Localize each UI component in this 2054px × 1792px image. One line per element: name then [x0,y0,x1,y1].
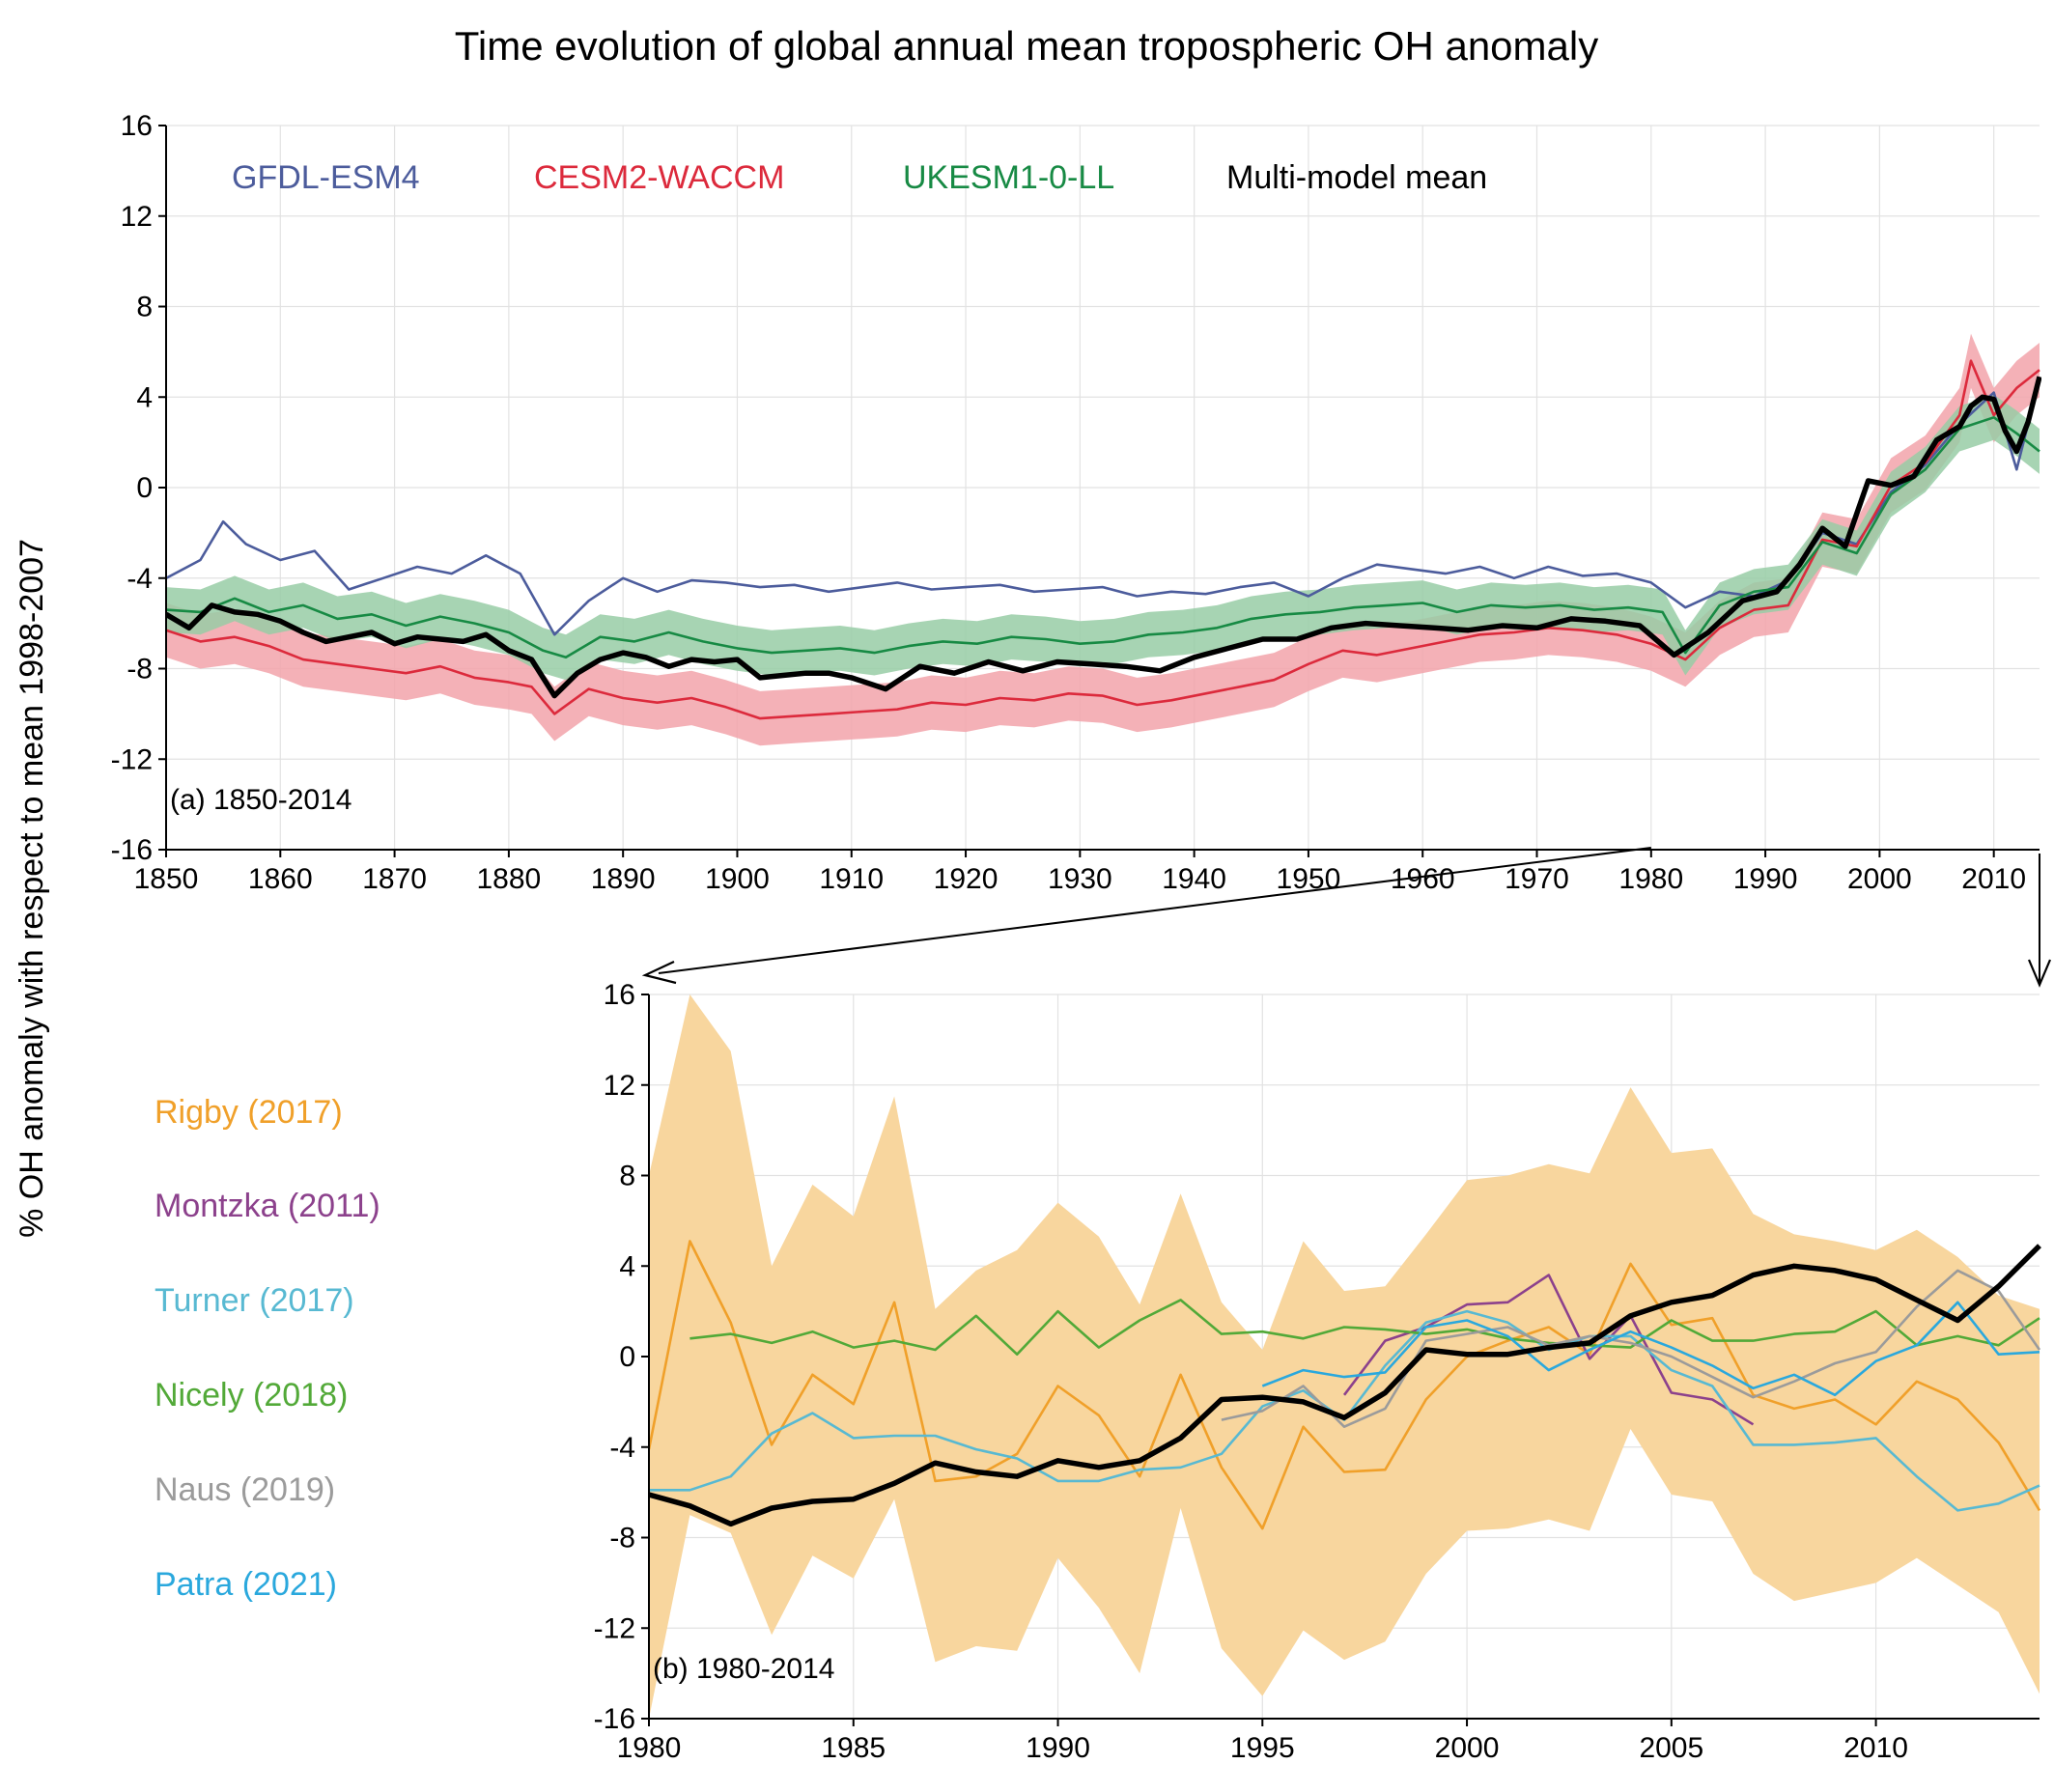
panel-a: -16 -12 -8 -4 0 4 8 12 16 1850 1860 1870 1880 1890 190… [111,110,2041,895]
x-tick-label: 1870 [362,863,427,895]
x-tick-label: 1990 [1026,1732,1090,1764]
y-tick-label: 8 [136,292,153,323]
y-tick-label: 12 [121,201,153,233]
legend-entry-nicely-2018: Nicely (2018) [155,1377,348,1414]
y-tick-label: -16 [111,834,153,866]
chart-title: Time evolution of global annual mean tro… [455,23,1598,69]
legend-entry-patra-2021: Patra (2021) [155,1566,337,1603]
y-tick-label: -4 [609,1432,635,1464]
y-tick-label: -16 [594,1703,635,1735]
panel-label: (a) 1850-2014 [170,784,352,816]
series-line-nicely-2018 [689,1299,2040,1356]
legend-entry-cesm2-waccm: CESM2-WACCM [534,159,784,196]
series-line-ukesm1-0-ll [166,416,2040,659]
uncertainty-band-cesm2-waccm [166,333,2040,746]
legend-entry-naus-2019: Naus (2019) [155,1471,335,1508]
arrowhead-right [2027,959,2052,988]
series-line-naus-2019 [1221,1269,2041,1428]
x-tick-label: 2000 [1435,1732,1500,1764]
y-tick-label: -12 [594,1612,635,1644]
y-tick-label: 4 [619,1250,635,1282]
x-tick-label: 2005 [1639,1732,1703,1764]
x-tick-label: 1850 [134,863,199,895]
panel-label: (b) 1980-2014 [653,1653,834,1685]
series-line-patra-2021 [1261,1301,2040,1397]
y-tick-label: 16 [604,979,635,1011]
x-tick-label: 1995 [1230,1732,1295,1764]
uncertainty-band-rigby-2017 [649,994,2040,1719]
legend-entry-ukesm1-0-ll: UKESM1-0-LL [903,159,1114,196]
y-tick-label: -4 [127,563,153,595]
plot-area [166,333,2041,746]
x-tick-label: 1890 [591,863,656,895]
x-tick-label: 1985 [821,1732,886,1764]
zoom-connector-left [658,847,1651,974]
y-tick-label: 12 [604,1070,635,1102]
legend-entry-turner-2017: Turner (2017) [155,1282,354,1319]
legend-entry-multi-model-mean: Multi-model mean [1226,159,1487,196]
x-tick-label: 2010 [1961,863,2026,895]
x-tick-label: 1930 [1048,863,1112,895]
x-tick-label: 1920 [934,863,999,895]
x-tick-label: 1900 [705,863,770,895]
x-tick-label: 1980 [617,1732,682,1764]
y-axis-label: % OH anomaly with respect to mean 1998-2… [14,539,50,1238]
x-tick-label: 1990 [1733,863,1798,895]
panel-b: -16 -12 -8 -4 0 4 8 12 16 1980 1985 1990 1995 2000 200… [155,979,2041,1764]
legend-entry-rigby-2017: Rigby (2017) [155,1094,343,1131]
y-tick-label: 8 [619,1161,635,1192]
x-tick-label: 1940 [1162,863,1226,895]
legend-entry-montzka-2011: Montzka (2011) [155,1188,380,1224]
y-tick-label: -8 [127,654,153,686]
y-tick-label: -8 [609,1523,635,1554]
x-tick-label: 1860 [248,863,313,895]
y-tick-label: 0 [136,472,153,504]
uncertainty-band-ukesm1-0-ll [166,394,2040,681]
zoom-arrows [641,847,2052,988]
y-tick-label: 4 [136,381,153,413]
y-tick-label: -12 [111,743,153,775]
series-line-rigby-2017 [649,1240,2041,1530]
series-line-gfdl-esm4 [166,378,2041,636]
x-tick-label: 1980 [1618,863,1683,895]
y-tick-label: 0 [619,1341,635,1373]
legend-a: GFDL-ESM4 CESM2-WACCM UKESM1-0-LL Multi-mod… [232,159,1487,196]
x-tick-label: 1880 [477,863,542,895]
x-tick-label: 2000 [1847,863,1912,895]
plot-area [649,994,2041,1719]
x-tick-label: 1910 [819,863,884,895]
y-tick-label: 16 [121,110,153,142]
x-tick-label: 1950 [1277,863,1341,895]
series-line-multi-model-mean [649,1244,2041,1527]
series-line-multi-model-mean [166,376,2041,699]
x-tick-label: 1970 [1505,863,1569,895]
series-line-cesm2-waccm [166,359,2040,720]
legend-entry-gfdl-esm4: GFDL-ESM4 [232,159,420,196]
legend-b: Rigby (2017) Montzka (2011) Turner (2017) N… [155,1094,380,1603]
arrowhead-left [641,961,677,985]
x-tick-label: 2010 [1843,1732,1908,1764]
